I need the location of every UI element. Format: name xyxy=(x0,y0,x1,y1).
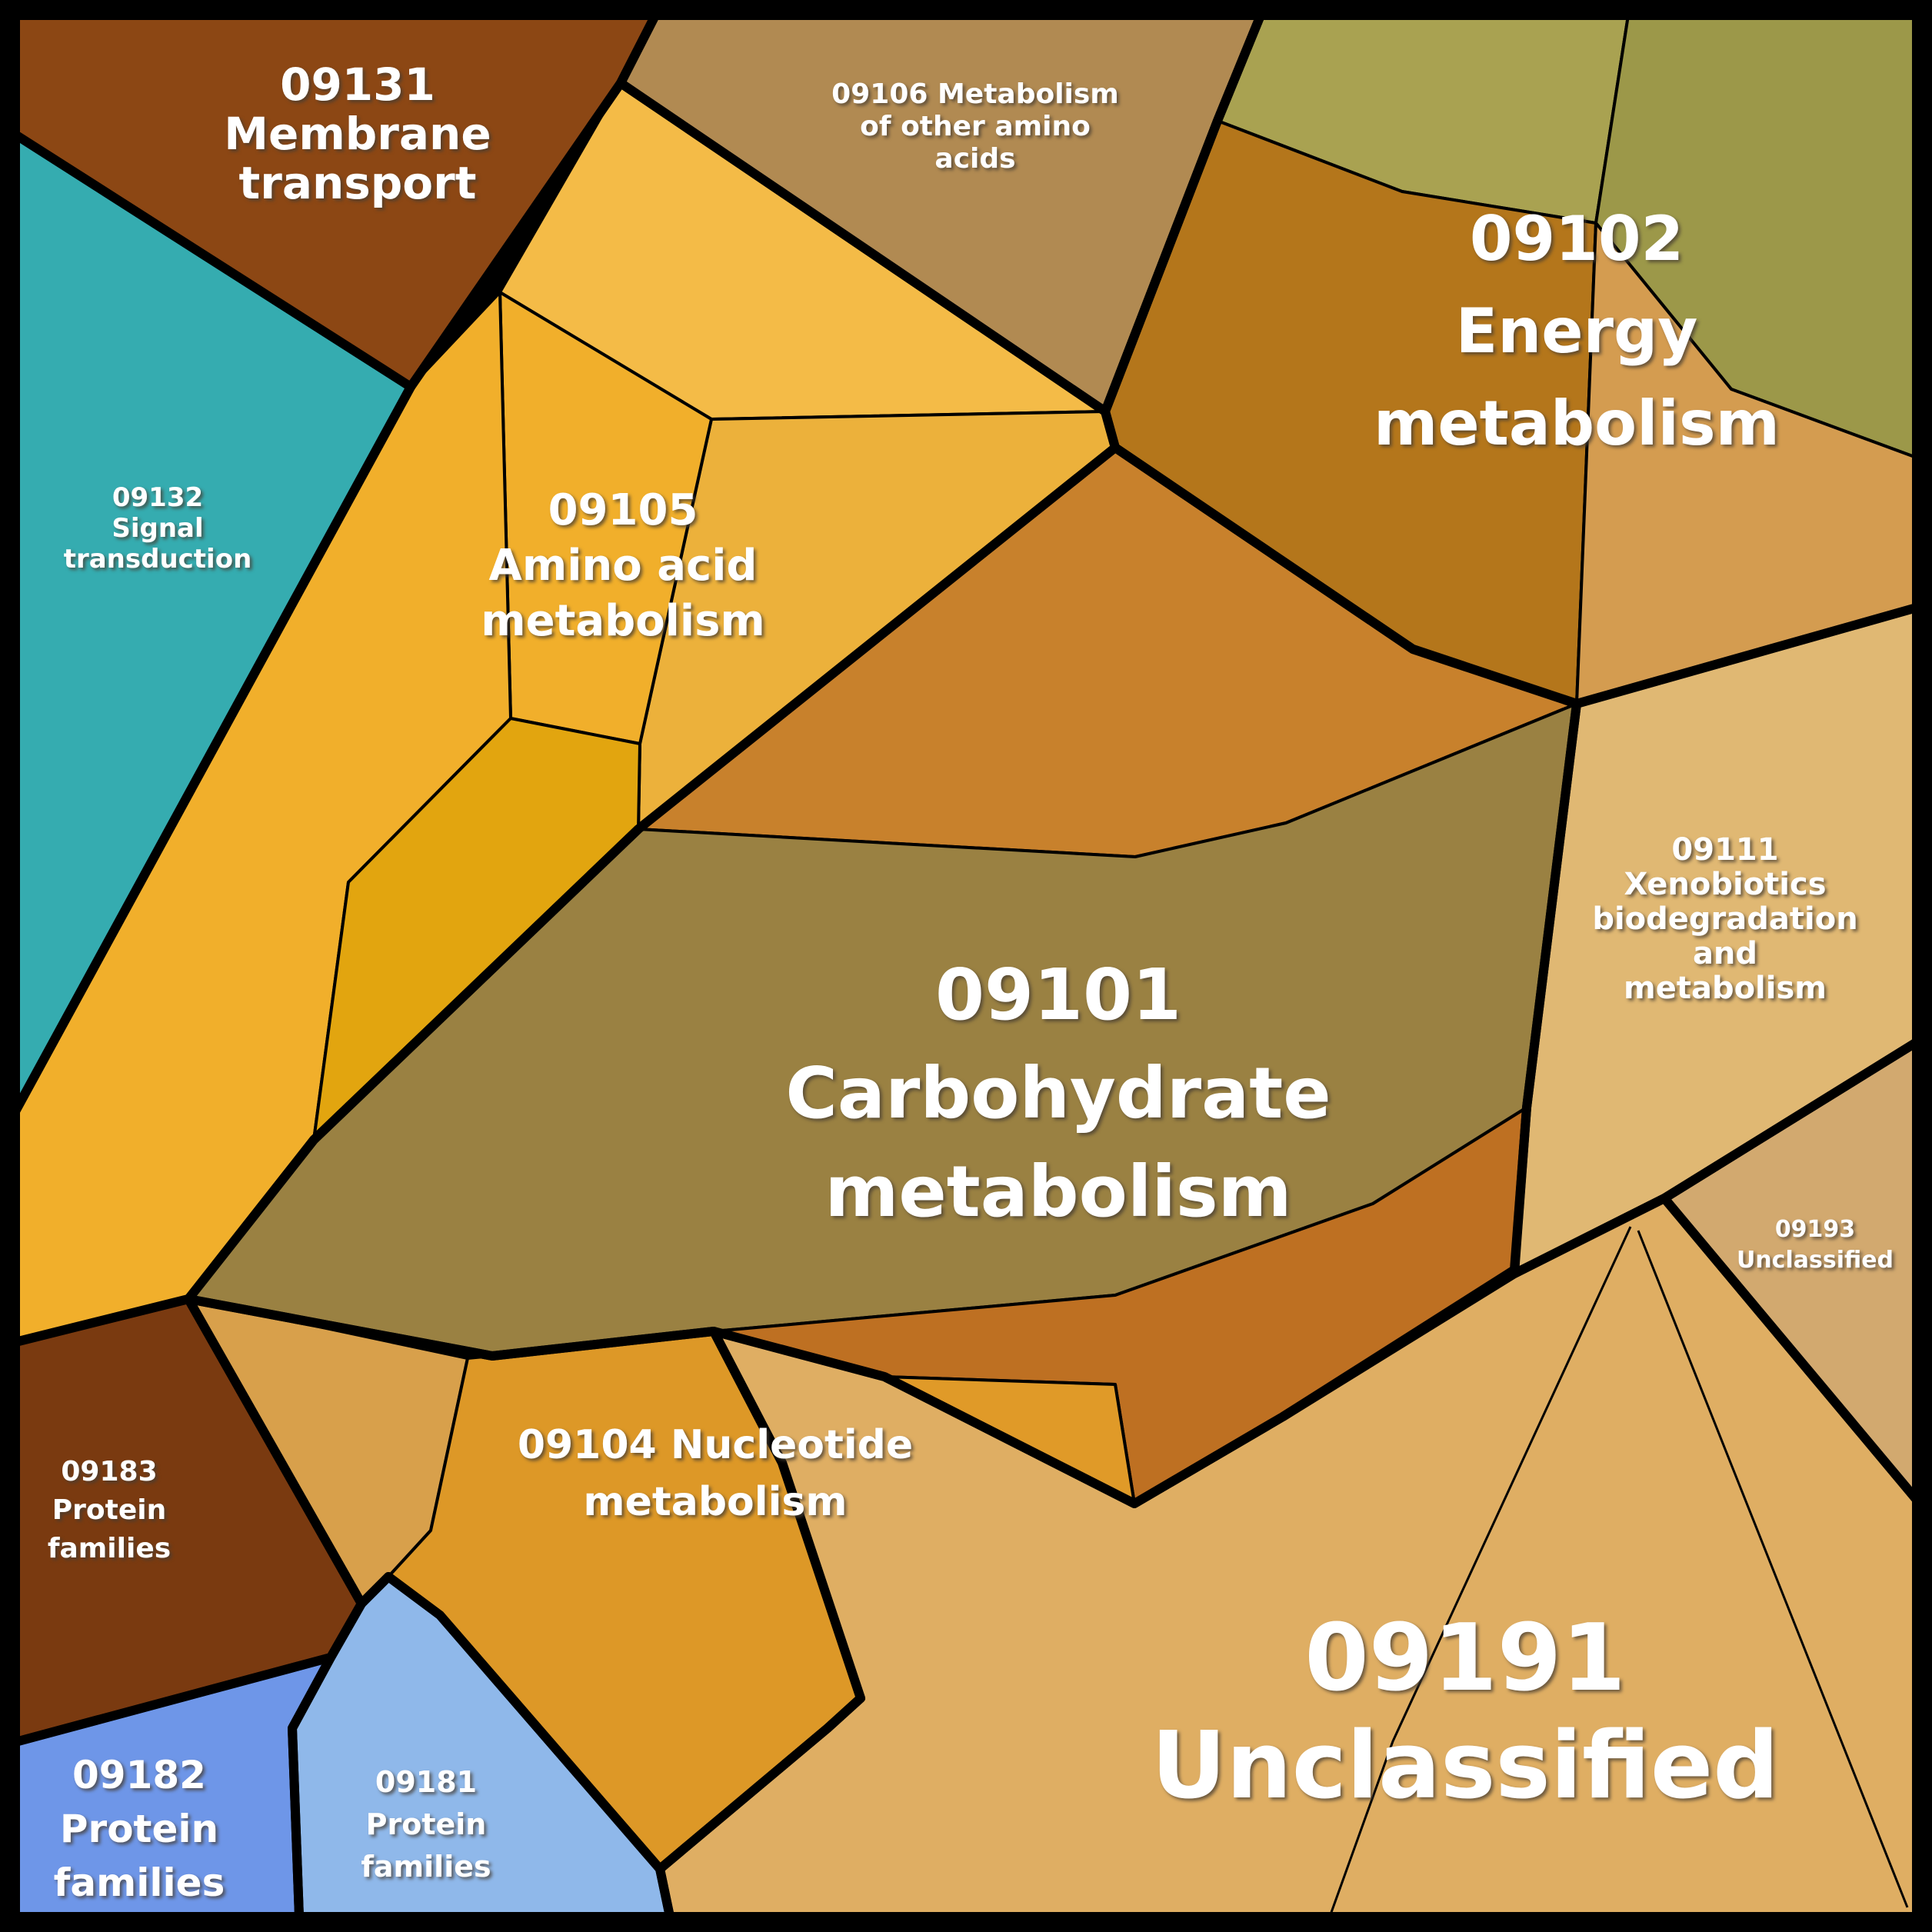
label-09183: 09183 Protein families xyxy=(48,1456,171,1564)
label-09181: 09181 Protein families xyxy=(361,1765,491,1884)
divider-09191-a xyxy=(1328,1226,1632,1917)
label-09182: 09182 Protein families xyxy=(54,1753,225,1905)
label-09104: 09104 Nucleotide metabolism xyxy=(518,1422,913,1525)
label-09111: 09111 Xenobiotics biodegradation and metabol… xyxy=(1592,832,1857,1006)
label-09132: 09132 Signal transduction xyxy=(64,482,252,575)
label-09102: 09102 Energy metabolism xyxy=(1374,203,1780,459)
label-09105: 09105 Amino acid metabolism xyxy=(481,485,765,646)
label-09106: 09106 Metabolism of other amino acids xyxy=(831,78,1119,175)
label-09191: 09191 Unclassified xyxy=(1151,1605,1779,1820)
label-09193: 09193 Unclassified xyxy=(1737,1216,1894,1274)
divider-09191-b xyxy=(1637,1230,1909,1908)
label-09131: 09131 Membrane transport xyxy=(224,58,491,209)
label-09101: 09101 Carbohydrate metabolism xyxy=(785,954,1331,1233)
